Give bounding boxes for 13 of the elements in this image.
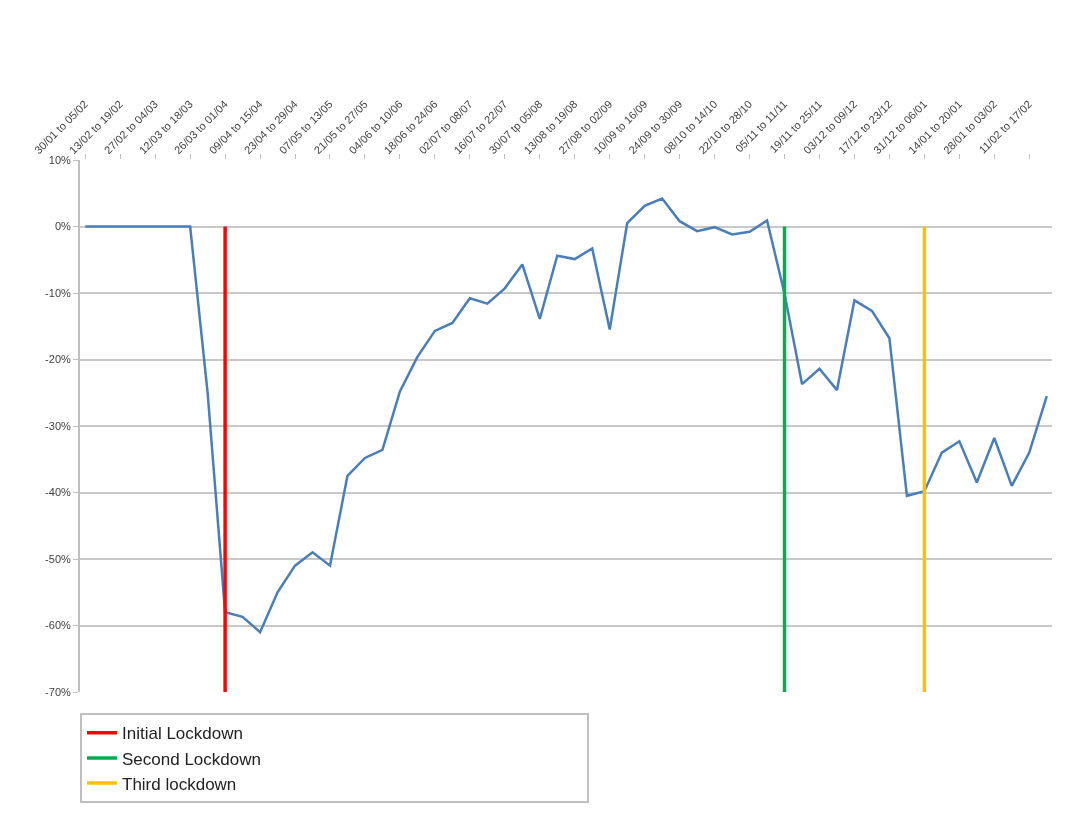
y-tick-label: -30% — [45, 419, 72, 432]
y-tick-label: -20% — [45, 353, 72, 366]
line-series — [83, 197, 1049, 634]
y-tick-label: -10% — [45, 286, 72, 299]
y-tick-label: -70% — [45, 685, 72, 698]
y-tick-label: -60% — [45, 619, 72, 632]
y-tick-label: -40% — [45, 486, 72, 499]
y-tick-label: 0% — [54, 220, 72, 233]
y-tick-label: -50% — [45, 552, 72, 565]
y-tick-label: 10% — [48, 153, 71, 166]
legend-label: Second Lockdown — [122, 749, 261, 769]
legend-label: Initial Lockdown — [122, 724, 243, 744]
legend-label: Third lockdown — [122, 774, 237, 794]
